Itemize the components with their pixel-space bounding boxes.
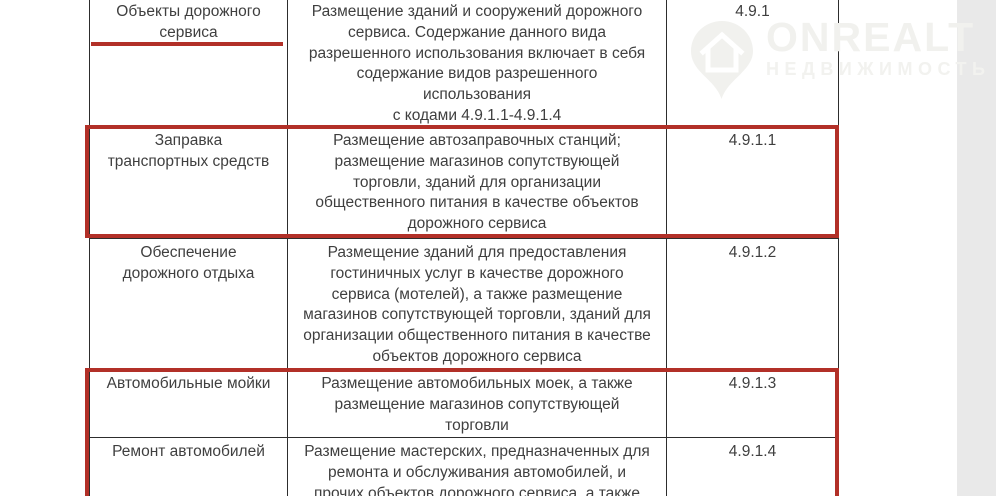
table-row: Обеспечение дорожного отдыха Размещение … [90, 238, 838, 369]
use-type-name: Автомобильные мойки [106, 375, 271, 392]
use-type-description: Размещение автозаправочных станций; разм… [287, 127, 667, 238]
use-type-code: 4.9.1.1 [728, 132, 777, 149]
page-background-strip [957, 0, 996, 496]
use-type-description: Размещение автомобильных моек, а также р… [287, 370, 667, 437]
table-row: Автомобильные мойки Размещение автомобил… [90, 369, 838, 437]
land-use-table: Объекты дорожного сервиса Размещение зда… [89, 0, 839, 496]
use-type-name: Объекты дорожного сервиса [116, 3, 261, 41]
use-type-code: 4.9.1.2 [728, 244, 777, 261]
use-type-name: Заправка транспортных средств [107, 132, 270, 170]
table-row: Ремонт автомобилей Размещение мастерских… [90, 437, 838, 496]
use-type-description: Размещение мастерских, предназначенных д… [287, 438, 667, 496]
use-type-code: 4.9.1 [735, 3, 770, 20]
use-type-name: Обеспечение дорожного отдыха [122, 244, 255, 282]
table-row: Заправка транспортных средств Размещение… [90, 126, 838, 238]
use-type-description: Размещение зданий для предоставления гос… [287, 239, 667, 369]
table-row: Объекты дорожного сервиса Размещение зда… [90, 0, 838, 126]
use-type-code: 4.9.1.4 [728, 443, 777, 460]
use-type-name: Ремонт автомобилей [112, 443, 265, 460]
use-type-code: 4.9.1.3 [728, 375, 777, 392]
use-type-description: Размещение зданий и сооружений дорожного… [287, 0, 667, 126]
